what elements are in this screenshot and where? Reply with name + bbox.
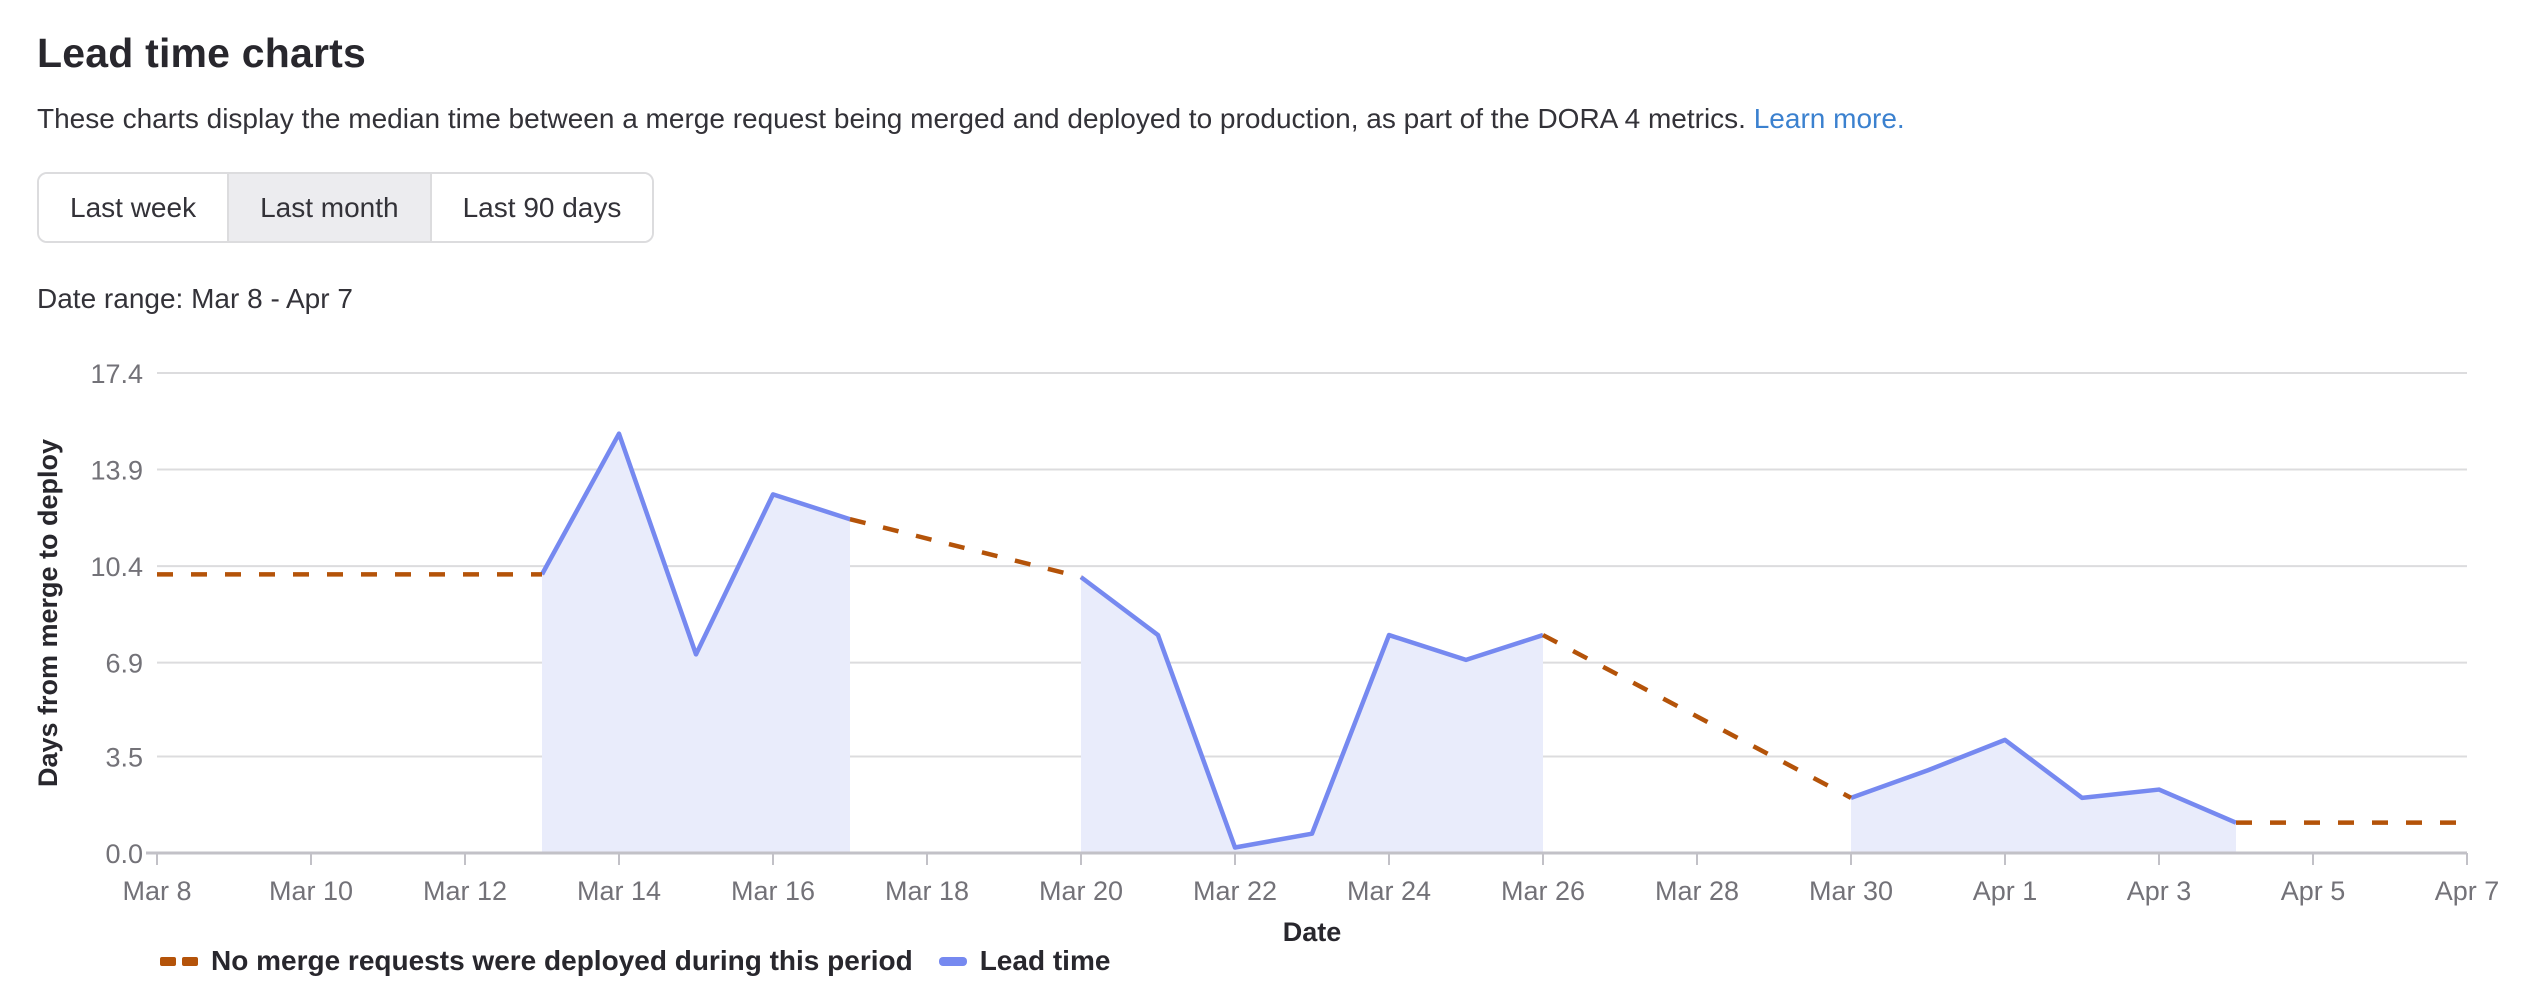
y-tick-label: 6.9 <box>105 649 143 679</box>
y-tick-label: 17.4 <box>90 359 143 389</box>
y-axis-title: Days from merge to deploy <box>33 439 63 787</box>
x-tick-label: Mar 24 <box>1347 876 1431 906</box>
legend-no-deploy-label: No merge requests were deployed during t… <box>211 945 913 976</box>
legend-item-lead-time[interactable]: Lead time <box>938 945 1111 977</box>
y-tick-label: 13.9 <box>90 456 143 486</box>
x-tick-label: Apr 3 <box>2127 876 2192 906</box>
legend-lead-time-label: Lead time <box>979 945 1111 976</box>
no-deploy-dashed-line <box>849 517 1082 580</box>
lead-time-panel: Lead time charts These charts display th… <box>37 0 2504 315</box>
no-deploy-dash-swatch <box>160 956 198 966</box>
learn-more-link[interactable]: Learn more. <box>1753 103 1905 134</box>
lead-time-area-fill <box>542 433 850 853</box>
last-month-button[interactable]: Last month <box>227 174 430 241</box>
lead-time-line <box>1079 575 1544 850</box>
x-axis-title: Date <box>1283 917 1342 947</box>
x-tick-label: Mar 16 <box>731 876 815 906</box>
x-tick-label: Mar 26 <box>1501 876 1585 906</box>
date-range-button-group: Last week Last month Last 90 days <box>37 172 655 243</box>
x-tick-label: Mar 30 <box>1809 876 1893 906</box>
x-tick-label: Mar 12 <box>423 876 507 906</box>
x-tick-label: Mar 18 <box>885 876 969 906</box>
page-description: These charts display the median time bet… <box>37 103 2504 135</box>
y-tick-label: 0.0 <box>105 839 143 869</box>
x-tick-label: Mar 10 <box>269 876 353 906</box>
last-90-days-button[interactable]: Last 90 days <box>429 174 653 241</box>
lead-time-area-fill <box>1081 577 1543 853</box>
lead-time-line <box>540 431 851 657</box>
lead-time-line-swatch <box>938 956 967 966</box>
no-deploy-dashed-line <box>1541 633 1853 800</box>
x-tick-label: Apr 7 <box>2435 876 2500 906</box>
date-range-label: Date range: Mar 8 - Apr 7 <box>37 283 353 314</box>
x-tick-label: Apr 1 <box>1973 876 2038 906</box>
lead-time-area-fill <box>1851 739 2236 853</box>
page-title: Lead time charts <box>37 30 367 76</box>
x-tick-label: Mar 28 <box>1655 876 1739 906</box>
x-tick-label: Mar 8 <box>122 876 191 906</box>
x-tick-label: Mar 22 <box>1193 876 1277 906</box>
last-week-button[interactable]: Last week <box>39 174 228 241</box>
legend-item-no-deploy[interactable]: No merge requests were deployed during t… <box>160 945 913 977</box>
y-tick-label: 10.4 <box>90 552 143 582</box>
description-text: These charts display the median time bet… <box>37 103 1746 134</box>
x-tick-label: Apr 5 <box>2281 876 2346 906</box>
chart-legend: No merge requests were deployed during t… <box>160 938 1110 984</box>
x-tick-label: Mar 20 <box>1039 876 1123 906</box>
y-tick-label: 3.5 <box>105 742 143 772</box>
x-tick-label: Mar 14 <box>577 876 661 906</box>
lead-time-line <box>1850 737 2237 825</box>
lead-time-chart: 0.0 3.5 6.9 10.4 13.9 17.4 Mar 8 Mar 10 Mar 12 Ma… <box>33 359 2500 947</box>
